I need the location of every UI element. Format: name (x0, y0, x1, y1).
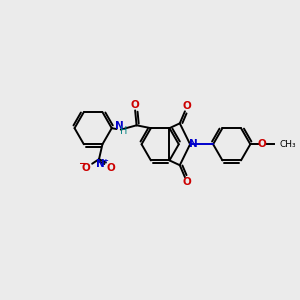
Text: O: O (183, 177, 192, 188)
Text: N: N (189, 139, 198, 149)
Text: CH₃: CH₃ (280, 140, 296, 149)
Text: O: O (82, 163, 90, 173)
Text: H: H (120, 126, 127, 136)
Text: N: N (96, 159, 105, 169)
Text: O: O (131, 100, 140, 110)
Text: O: O (183, 101, 192, 111)
Text: O: O (107, 163, 116, 173)
Text: +: + (102, 158, 108, 164)
Text: O: O (258, 139, 267, 149)
Text: N: N (115, 121, 124, 131)
Text: −: − (78, 159, 85, 168)
